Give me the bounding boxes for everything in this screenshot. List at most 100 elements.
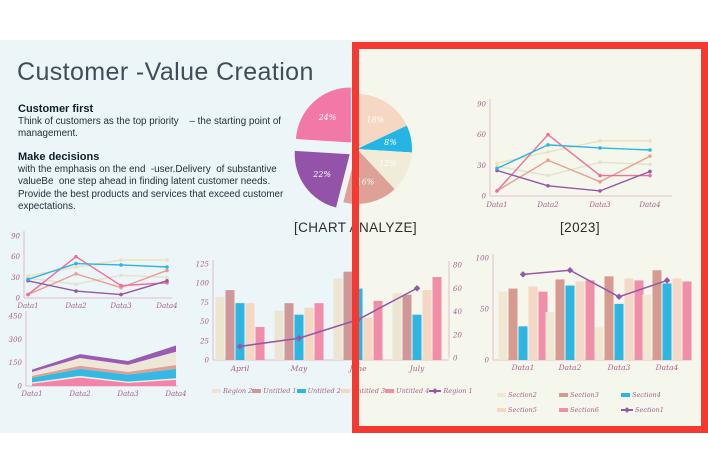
legend-swatch	[385, 389, 395, 393]
svg-text:24%: 24%	[318, 113, 337, 122]
legend-swatch	[497, 393, 506, 397]
legend-swatch	[497, 408, 506, 412]
series-purple	[495, 168, 652, 193]
svg-text:30: 30	[477, 162, 486, 170]
bar-Region 2	[274, 310, 284, 360]
series-pink	[26, 254, 169, 297]
bar-Section3	[508, 288, 518, 360]
bar-Section5	[672, 278, 682, 360]
legend-label: Region 1	[443, 387, 473, 395]
bar-chart-sections: 0 50 100 Data1 Data2 Data3 Data4	[476, 254, 692, 372]
bar-Section4	[614, 303, 624, 360]
bar-Section6	[538, 291, 548, 360]
legend-label: Region 2	[223, 387, 253, 395]
section-body: Think of customers as the top priority –…	[18, 116, 284, 140]
svg-text:Data1: Data1	[20, 390, 42, 398]
svg-text:20: 20	[452, 331, 462, 339]
svg-text:125: 125	[196, 261, 210, 269]
area-layer-purple	[32, 345, 176, 372]
legend-item-section3: Section3	[559, 391, 621, 399]
legend-line-swatch	[429, 387, 442, 394]
legend-label: Section6	[570, 406, 599, 414]
svg-text:Data3: Data3	[607, 363, 631, 372]
bar-Section5	[575, 281, 585, 360]
diamond-marker-icon	[624, 406, 630, 413]
bar-Section3	[604, 276, 614, 360]
legend-label: Section2	[508, 391, 537, 399]
svg-text:90: 90	[11, 233, 20, 241]
bar-Section2	[594, 327, 604, 360]
bar-Region 2	[392, 293, 402, 360]
svg-text:60: 60	[477, 131, 486, 139]
bar-Section3	[555, 279, 565, 360]
legend-label: Section1	[635, 406, 664, 414]
svg-text:8%: 8%	[384, 138, 397, 147]
legend-swatch	[252, 389, 262, 393]
svg-text:Data2: Data2	[68, 390, 91, 398]
section-heading: Customer first	[18, 103, 94, 115]
legend-item-section2: Section2	[497, 391, 559, 399]
bar-Untitled 4	[373, 300, 383, 360]
pie-slice-18%	[357, 94, 407, 149]
svg-text:18%: 18%	[366, 116, 384, 125]
legend-item-untitled-1: Untitled 1	[252, 387, 297, 395]
area-layer-ivory	[32, 351, 176, 376]
series-Section1	[519, 266, 671, 301]
legend-item-section4: Section4	[621, 391, 683, 399]
area-layer-pink	[32, 377, 176, 386]
svg-text:150: 150	[9, 359, 23, 367]
series-cream	[495, 139, 652, 166]
bar-Region 2	[215, 297, 225, 360]
legend-line-swatch	[621, 406, 633, 413]
svg-text:Data1: Data1	[16, 302, 38, 310]
svg-text:Data4: Data4	[155, 302, 177, 310]
svg-text:50: 50	[480, 306, 489, 314]
svg-text:100: 100	[476, 255, 490, 263]
line-chart-left: 0 30 60 90 Data1 Data2 Data3 Data4	[11, 231, 178, 310]
pie-slice-24%	[295, 87, 351, 143]
legend-swatch	[559, 393, 568, 397]
svg-text:450: 450	[8, 313, 23, 321]
bar-Section6	[634, 280, 644, 360]
legend-label: Untitled 1	[263, 387, 297, 395]
legend-item-region-1: Region 1	[429, 387, 473, 395]
legend-label: Section4	[632, 391, 661, 399]
svg-text:40: 40	[452, 308, 462, 316]
legend-label: Untitled 3	[351, 387, 386, 395]
bar-Section6	[682, 281, 692, 360]
svg-text:Data3: Data3	[588, 201, 611, 209]
area-layer-salmon	[32, 365, 176, 378]
bar-chart-months-legend: Region 2 Untitled 1 Untitled 2 Untitled 3 Un…	[212, 387, 473, 395]
bar-chart-months: 0 25 50 75 100 125 April May June July 0 20 40 60 80	[196, 260, 462, 373]
legend-label: Section3	[570, 391, 599, 399]
section-body: with the emphasis on the end -user.Deliv…	[18, 164, 286, 212]
svg-text:0: 0	[18, 383, 23, 391]
svg-text:90: 90	[477, 101, 486, 109]
series-cyan	[495, 143, 652, 171]
highlight-region-fill	[352, 42, 708, 433]
bar-Section4	[565, 285, 575, 360]
svg-text:0: 0	[482, 193, 487, 201]
section-heading: Make decisions	[18, 151, 100, 164]
svg-text:0: 0	[485, 357, 490, 365]
svg-text:Data4: Data4	[164, 390, 186, 398]
bar-Section2	[498, 291, 508, 360]
svg-text:June: June	[347, 364, 367, 373]
svg-text:80: 80	[453, 262, 462, 270]
svg-text:May: May	[290, 364, 308, 373]
svg-text:0: 0	[205, 357, 210, 365]
svg-text:60: 60	[11, 253, 20, 261]
bar-Untitled 2	[412, 314, 422, 360]
svg-text:100: 100	[196, 280, 210, 288]
line-chart-2023: 0 30 60 90 Data1 Data2 Data3 Data4	[477, 99, 672, 209]
bar-Untitled 4	[432, 277, 442, 360]
bar-Untitled 1	[284, 303, 294, 360]
svg-text:12%: 12%	[379, 159, 397, 168]
svg-text:April: April	[230, 364, 250, 373]
pie-slice-8%	[357, 125, 412, 153]
legend-item-region-2: Region 2	[212, 387, 252, 395]
legend-item-section6: Section6	[559, 406, 621, 414]
area-chart: 0 150 300 450 Data1 Data2 Data3 Data4	[8, 311, 187, 398]
text-block-customer-first: Customer first Think of customers as the…	[18, 103, 294, 140]
